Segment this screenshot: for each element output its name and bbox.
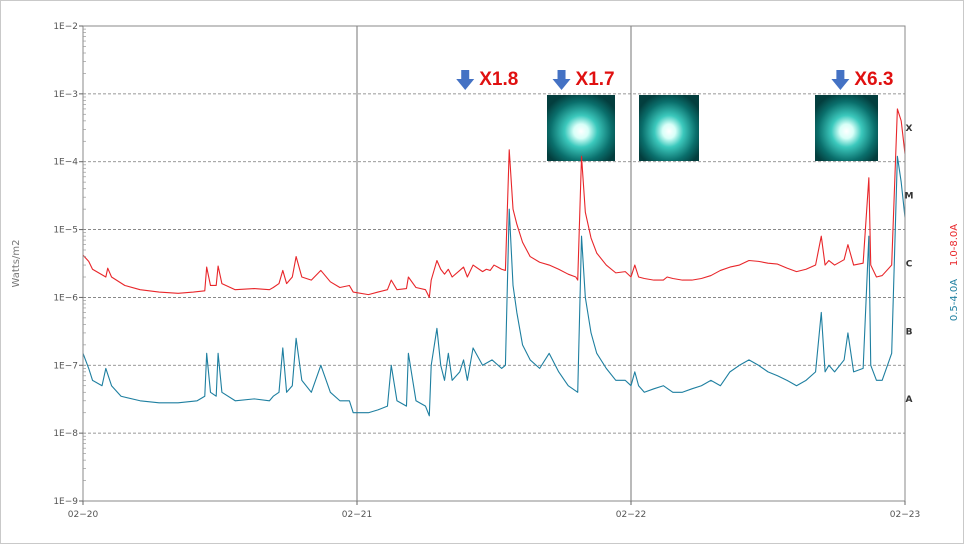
series-line	[82, 155, 906, 417]
flare-class-label: X	[906, 124, 913, 134]
flare-arrow-icon	[456, 70, 475, 90]
flare-class-label: C	[906, 260, 913, 270]
y-tick-label: 1E−7	[53, 361, 78, 371]
y-tick-label: 1E−4	[53, 158, 78, 168]
y-tick-label: 1E−6	[53, 293, 78, 303]
flare-class-label: M	[905, 192, 914, 202]
flare-annotations: X1.8 X1.7 X6.3	[456, 69, 893, 90]
y-axis-title: Watts/m2	[11, 240, 22, 288]
x-tick-label: 02−22	[616, 510, 646, 520]
y-tick-label: 1E−8	[53, 429, 78, 439]
flare-label: X1.7	[576, 69, 615, 90]
solar-images	[547, 95, 878, 161]
solar-image-2	[639, 95, 699, 161]
legend-series-2: 0.5-4.0A	[949, 279, 960, 321]
solar-image-3	[815, 95, 878, 161]
y-tick-label: 1E−2	[53, 22, 78, 32]
plot-area-border	[82, 25, 906, 502]
axes	[79, 25, 906, 505]
x-tick-label: 02−23	[890, 510, 920, 520]
x-tick-label: 02−20	[68, 510, 99, 520]
flare-arrow-icon	[552, 70, 571, 90]
grid	[83, 25, 905, 502]
flare-class-label: B	[906, 327, 913, 337]
flare-class-label: A	[906, 395, 913, 405]
x-tick-label: 02−21	[342, 510, 372, 520]
series-lines	[82, 108, 906, 417]
flare-arrow-icon	[831, 70, 850, 90]
labels: 1E−2 1E−3 1E−4 1E−5 1E−6 1E−7 1E−8 1E−9 02−20 02−…	[11, 22, 960, 520]
solar-image-1	[547, 95, 615, 161]
y-tick-label: 1E−5	[53, 226, 78, 236]
legend-series-1: 1.0-8.0A	[949, 224, 960, 266]
flare-label: X6.3	[854, 69, 893, 90]
y-tick-label: 1E−3	[53, 90, 78, 100]
flare-label: X1.8	[479, 69, 518, 90]
series-line	[82, 108, 906, 298]
y-tick-label: 1E−9	[53, 497, 78, 507]
